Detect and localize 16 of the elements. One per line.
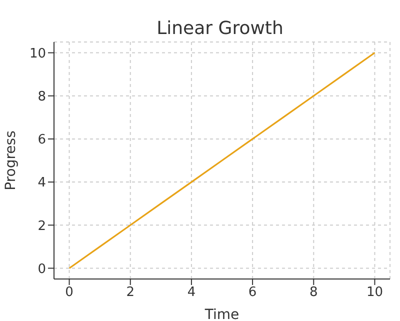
x-tick-label: 0 — [65, 285, 74, 300]
y-tick-label: 0 — [38, 262, 46, 277]
y-tick-label: 10 — [29, 46, 46, 62]
y-tick-label: 4 — [38, 176, 46, 191]
y-tick-label: 6 — [38, 132, 46, 148]
x-tick-label: 6 — [248, 285, 257, 300]
x-tick-label: 8 — [309, 285, 318, 300]
x-tick-label: 2 — [126, 285, 135, 300]
x-axis-title: Time — [204, 307, 240, 321]
chart-title: Linear Growth — [156, 18, 284, 39]
y-tick-label: 2 — [38, 218, 46, 234]
x-tick-label: 10 — [366, 285, 383, 300]
y-tick-label: 8 — [38, 89, 46, 104]
line-series — [68, 52, 376, 270]
x-tick-label: 4 — [187, 285, 196, 300]
y-axis-title: Progress — [2, 130, 19, 190]
